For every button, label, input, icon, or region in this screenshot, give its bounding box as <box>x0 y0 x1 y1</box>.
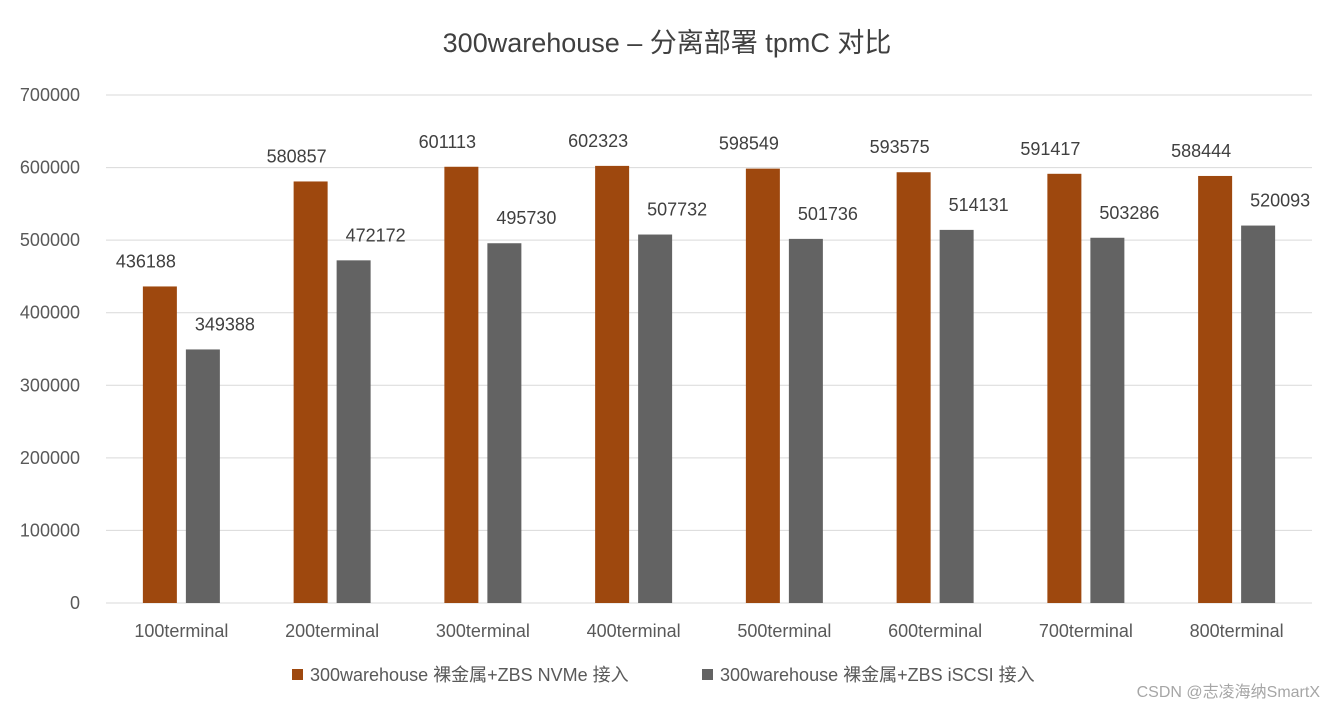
y-axis-tick-labels: 0 100000 200000 300000 400000 500000 600000 700… <box>20 85 80 613</box>
x-axis-tick-labels: 100terminal 200terminal 300terminal 400term… <box>134 621 1283 641</box>
chart-title: 300warehouse – 分离部署 tpmC 对比 <box>443 28 892 58</box>
bar-series-1 <box>293 181 328 603</box>
data-labels: 436188 349388 580857 472172 601113 495730 6023… <box>116 131 1310 335</box>
x-tick-label: 200terminal <box>285 621 379 641</box>
gridlines <box>106 94 1312 604</box>
data-label: 495730 <box>496 208 556 228</box>
watermark: CSDN @志凌海纳SmartX <box>1137 683 1321 701</box>
legend-swatch <box>292 669 303 680</box>
legend-label: 300warehouse 裸金属+ZBS NVMe 接入 <box>310 665 629 685</box>
data-label: 588444 <box>1171 141 1231 161</box>
data-label: 601113 <box>419 132 476 152</box>
data-label: 472172 <box>346 225 406 245</box>
bars <box>142 165 1276 604</box>
bar-series-2 <box>185 349 220 603</box>
data-label: 501736 <box>798 204 858 224</box>
bar-series-2 <box>336 260 371 603</box>
bar-series-2 <box>487 243 522 604</box>
bar-series-1 <box>142 286 177 603</box>
data-label: 602323 <box>568 131 628 151</box>
y-tick-label: 100000 <box>20 520 80 540</box>
bar-series-1 <box>444 166 479 603</box>
data-label: 591417 <box>1020 139 1080 159</box>
data-label: 349388 <box>195 314 255 334</box>
x-tick-label: 800terminal <box>1190 621 1284 641</box>
data-label: 520093 <box>1250 191 1310 211</box>
y-tick-label: 400000 <box>20 303 80 323</box>
data-label: 514131 <box>949 195 1009 215</box>
y-tick-label: 200000 <box>20 448 80 468</box>
legend-swatch <box>702 669 713 680</box>
bar-series-1 <box>896 172 931 604</box>
bar-series-1 <box>1047 173 1082 603</box>
y-tick-label: 600000 <box>20 158 80 178</box>
x-tick-label: 600terminal <box>888 621 982 641</box>
data-label: 593575 <box>870 137 930 157</box>
bar-series-2 <box>638 234 673 604</box>
x-tick-label: 100terminal <box>134 621 228 641</box>
data-label: 598549 <box>719 134 779 154</box>
legend: 300warehouse 裸金属+ZBS NVMe 接入 300warehouse… <box>292 665 1035 685</box>
x-tick-label: 500terminal <box>737 621 831 641</box>
bar-series-1 <box>745 168 780 603</box>
bar-series-2 <box>1241 225 1276 603</box>
y-tick-label: 0 <box>70 593 80 613</box>
y-tick-label: 700000 <box>20 85 80 105</box>
bar-series-2 <box>939 229 974 603</box>
x-tick-label: 400terminal <box>587 621 681 641</box>
y-tick-label: 300000 <box>20 375 80 395</box>
x-tick-label: 300terminal <box>436 621 530 641</box>
bar-series-2 <box>1090 237 1125 603</box>
x-tick-label: 700terminal <box>1039 621 1133 641</box>
bar-series-1 <box>1198 175 1233 604</box>
legend-label: 300warehouse 裸金属+ZBS iSCSI 接入 <box>720 665 1035 685</box>
bar-series-1 <box>595 165 630 603</box>
data-label: 503286 <box>1099 203 1159 223</box>
bar-series-2 <box>788 238 823 604</box>
data-label: 507732 <box>647 200 707 220</box>
data-label: 580857 <box>267 146 327 166</box>
y-tick-label: 500000 <box>20 230 80 250</box>
data-label: 436188 <box>116 251 176 271</box>
